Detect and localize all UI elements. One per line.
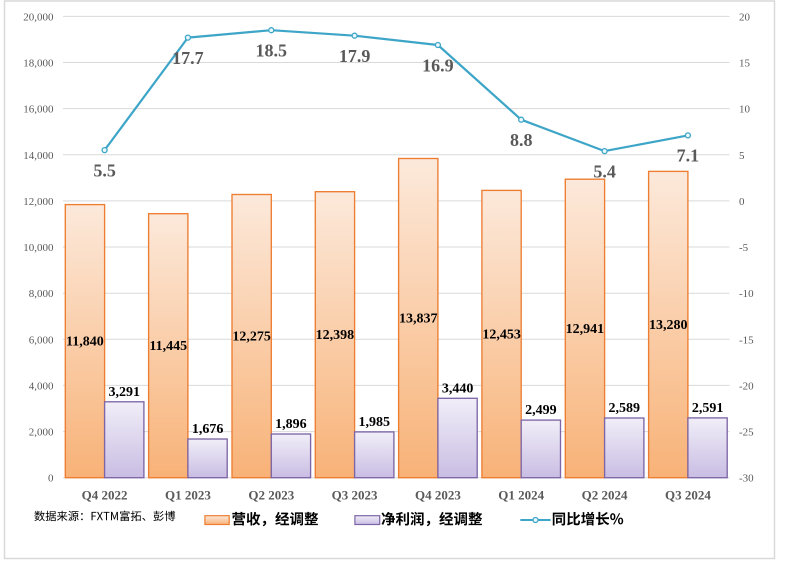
svg-text:1,896: 1,896 — [275, 417, 307, 432]
svg-text:0: 0 — [48, 473, 54, 485]
svg-text:20: 20 — [739, 11, 751, 23]
svg-text:2,499: 2,499 — [525, 403, 557, 418]
svg-text:5: 5 — [739, 150, 745, 162]
svg-text:5.5: 5.5 — [93, 160, 116, 180]
svg-text:16.9: 16.9 — [422, 55, 454, 75]
svg-text:17.7: 17.7 — [172, 48, 204, 68]
svg-text:11,840: 11,840 — [66, 335, 104, 350]
svg-text:1,676: 1,676 — [192, 422, 224, 437]
svg-text:14,000: 14,000 — [23, 150, 54, 162]
svg-text:1,985: 1,985 — [358, 415, 390, 430]
svg-text:4,000: 4,000 — [29, 380, 54, 392]
svg-text:Q1 2024: Q1 2024 — [498, 488, 544, 503]
svg-text:Q3 2023: Q3 2023 — [332, 488, 378, 503]
svg-text:18.5: 18.5 — [256, 41, 288, 61]
svg-text:Q4 2022: Q4 2022 — [82, 488, 128, 503]
svg-text:5.4: 5.4 — [593, 161, 616, 181]
svg-text:13,280: 13,280 — [649, 318, 688, 333]
svg-text:15: 15 — [739, 58, 751, 70]
svg-text:12,941: 12,941 — [566, 322, 605, 337]
svg-text:18,000: 18,000 — [23, 58, 54, 70]
svg-text:-30: -30 — [739, 473, 754, 485]
svg-text:3,440: 3,440 — [442, 381, 474, 396]
svg-text:Q4 2023: Q4 2023 — [415, 488, 461, 503]
svg-text:12,000: 12,000 — [23, 196, 54, 208]
svg-text:11,445: 11,445 — [149, 339, 187, 354]
svg-text:13,837: 13,837 — [399, 312, 438, 327]
svg-text:Q2 2023: Q2 2023 — [248, 488, 294, 503]
svg-text:12,398: 12,398 — [316, 328, 355, 343]
svg-text:17.9: 17.9 — [339, 46, 371, 66]
svg-text:12,275: 12,275 — [232, 330, 271, 345]
svg-text:-15: -15 — [739, 334, 754, 346]
svg-text:Q1 2023: Q1 2023 — [165, 488, 211, 503]
svg-text:10,000: 10,000 — [23, 242, 54, 254]
svg-text:12,453: 12,453 — [482, 328, 521, 343]
svg-text:8.8: 8.8 — [510, 130, 533, 150]
svg-text:2,589: 2,589 — [608, 401, 640, 416]
svg-text:16,000: 16,000 — [23, 104, 54, 116]
svg-text:Q2 2024: Q2 2024 — [582, 488, 628, 503]
svg-text:7.1: 7.1 — [677, 146, 700, 166]
svg-text:6,000: 6,000 — [29, 334, 54, 346]
svg-text:2,591: 2,591 — [692, 401, 724, 416]
svg-text:20,000: 20,000 — [23, 11, 54, 23]
svg-text:10: 10 — [739, 104, 751, 116]
svg-text:-25: -25 — [739, 427, 754, 439]
svg-text:Q3 2024: Q3 2024 — [665, 488, 711, 503]
svg-text:3,291: 3,291 — [108, 385, 140, 400]
svg-text:8,000: 8,000 — [29, 288, 54, 300]
svg-text:-20: -20 — [739, 380, 754, 392]
svg-text:-10: -10 — [739, 288, 754, 300]
svg-text:0: 0 — [739, 196, 745, 208]
svg-text:-5: -5 — [739, 242, 749, 254]
svg-text:2,000: 2,000 — [29, 427, 54, 439]
